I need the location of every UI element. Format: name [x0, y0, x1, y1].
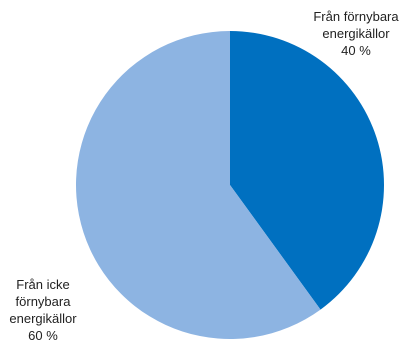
pie-slice-renewable	[230, 31, 384, 310]
slice-label-renewable: Från förnybara energikällor 40 %	[313, 9, 399, 58]
pie-slice-nonrenewable	[75, 31, 321, 339]
slice-label-nonrenewable: Från icke förnybara energikällor 60 %	[9, 277, 77, 343]
